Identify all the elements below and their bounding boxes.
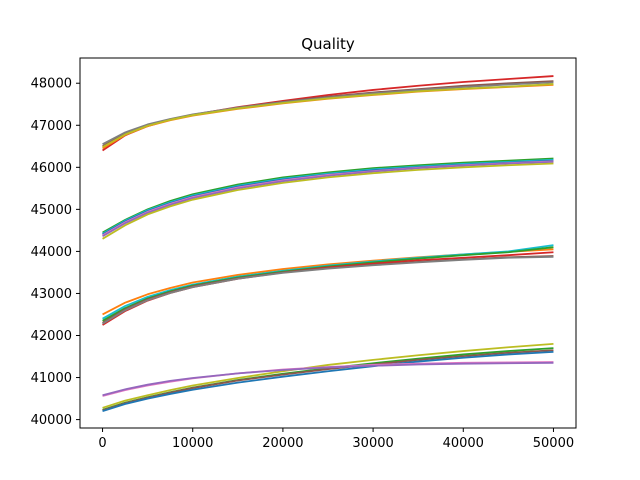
y-tick-label-5: 45000 bbox=[31, 203, 72, 218]
series-line-9 bbox=[102, 160, 554, 238]
y-tick-label-6: 46000 bbox=[31, 161, 72, 176]
y-tick-label-3: 43000 bbox=[31, 287, 72, 302]
x-axis: 0 10000 20000 30000 40000 50000 bbox=[98, 428, 574, 451]
plot-frame bbox=[79, 57, 577, 429]
y-tick-label-7: 47000 bbox=[31, 119, 72, 134]
series-line-4 bbox=[102, 83, 554, 148]
series-line-20 bbox=[102, 351, 554, 413]
x-tick-label-1: 10000 bbox=[172, 436, 213, 451]
series-line-17 bbox=[102, 343, 554, 409]
y-axis: 40000 41000 42000 43000 44000 45000 46000 47000… bbox=[31, 77, 80, 428]
x-tick-label-0: 0 bbox=[98, 436, 106, 451]
y-tick-label-1: 41000 bbox=[31, 371, 72, 386]
y-tick-label-0: 40000 bbox=[31, 413, 72, 428]
chart-title: Quality bbox=[301, 35, 355, 53]
series-line-22 bbox=[102, 361, 554, 397]
x-tick-label-5: 50000 bbox=[533, 436, 574, 451]
y-tick-label-2: 42000 bbox=[31, 329, 72, 344]
y-tick-label-4: 44000 bbox=[31, 245, 72, 260]
series-layer bbox=[102, 75, 554, 413]
x-tick-label-4: 40000 bbox=[443, 436, 484, 451]
series-line-16 bbox=[102, 255, 554, 325]
series-line-10 bbox=[102, 162, 554, 240]
x-tick-label-3: 30000 bbox=[352, 436, 393, 451]
y-tick-label-8: 48000 bbox=[31, 77, 72, 92]
x-tick-label-2: 20000 bbox=[262, 436, 303, 451]
